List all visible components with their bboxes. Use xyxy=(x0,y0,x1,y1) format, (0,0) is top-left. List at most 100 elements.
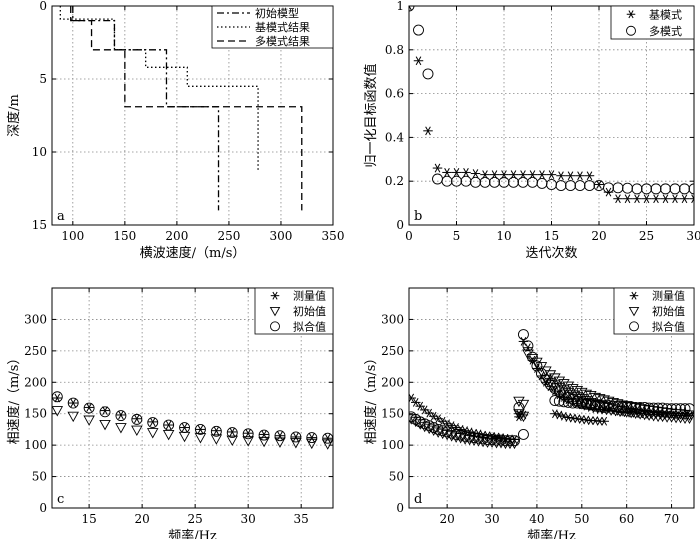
data-point-asterisk xyxy=(195,425,206,434)
data-point-circle xyxy=(549,395,561,406)
data-point-asterisk xyxy=(413,56,424,66)
data-point-asterisk-stroke xyxy=(197,425,204,434)
data-point-asterisk xyxy=(622,194,633,204)
data-point-asterisk xyxy=(584,171,595,181)
series-line-2 xyxy=(70,6,303,211)
data-point-asterisk xyxy=(410,398,421,407)
data-point-triangle xyxy=(409,414,418,425)
data-point-circle xyxy=(517,176,529,188)
data-point-triangle xyxy=(99,419,111,431)
y-tick-label: 5 xyxy=(39,72,47,86)
x-tick-label: 300 xyxy=(270,229,293,243)
plot-frame xyxy=(51,5,334,226)
legend-label: 拟合值 xyxy=(652,319,685,333)
data-point-asterisk-stroke xyxy=(489,431,495,441)
data-point-triangle xyxy=(589,392,602,404)
data-point-asterisk-stroke xyxy=(480,430,486,440)
y-axis-label: 深度/m xyxy=(6,94,22,137)
data-point-circle xyxy=(446,427,458,439)
y-tick-label: 150 xyxy=(24,407,47,421)
data-point-triangle xyxy=(567,384,579,395)
data-point-asterisk xyxy=(559,411,569,421)
data-point-asterisk-stroke xyxy=(615,194,621,204)
data-point-triangle xyxy=(647,411,660,422)
data-point-asterisk xyxy=(442,168,452,177)
data-point-asterisk-stroke xyxy=(605,187,612,197)
data-point-asterisk xyxy=(409,393,416,403)
data-point-circle xyxy=(274,430,286,442)
data-point-circle xyxy=(482,434,493,445)
data-point-asterisk xyxy=(689,194,694,204)
data-point-triangle xyxy=(52,406,64,417)
data-point-circle xyxy=(666,403,678,415)
data-point-triangle xyxy=(549,380,561,391)
x-tick-label: 60 xyxy=(619,512,634,526)
data-point-circle xyxy=(210,425,222,437)
x-tick-label: 250 xyxy=(217,229,240,243)
data-point-triangle xyxy=(585,391,597,402)
data-point-circle xyxy=(553,395,565,407)
data-point-circle xyxy=(517,329,529,340)
data-point-circle xyxy=(242,428,254,440)
legend-label: 初始值 xyxy=(652,304,685,318)
data-point-triangle xyxy=(226,435,239,447)
data-point-triangle xyxy=(629,402,642,414)
data-point-circle xyxy=(660,183,671,195)
data-point-circle xyxy=(562,396,574,408)
data-point-asterisk-stroke xyxy=(520,337,527,346)
x-tick-label: 20 xyxy=(440,512,455,526)
data-point-triangle xyxy=(178,431,191,443)
data-point-circle xyxy=(603,182,614,194)
panel-letter: d xyxy=(414,492,422,507)
data-point-triangle xyxy=(115,423,127,434)
data-point-asterisk xyxy=(227,427,238,437)
data-point-asterisk-stroke xyxy=(662,194,669,204)
data-point-asterisk-stroke xyxy=(577,171,583,181)
data-point-asterisk-stroke xyxy=(614,407,621,417)
data-point-asterisk-stroke xyxy=(430,411,437,421)
y-tick-label: 150 xyxy=(381,407,404,421)
series-line-0 xyxy=(72,6,220,211)
x-tick-label: 30 xyxy=(241,512,256,526)
panel-letter: b xyxy=(414,209,422,224)
x-tick-label: 25 xyxy=(639,229,654,243)
data-point-triangle xyxy=(517,411,530,423)
data-point-asterisk-stroke xyxy=(415,56,422,66)
panel-letter: c xyxy=(57,492,64,507)
data-point-asterisk xyxy=(116,410,126,420)
panel-letter: a xyxy=(57,209,65,224)
x-tick-label: 35 xyxy=(294,512,309,526)
data-point-circle xyxy=(226,427,238,439)
data-point-circle xyxy=(413,24,424,36)
data-point-asterisk xyxy=(550,409,560,419)
data-point-triangle xyxy=(526,353,539,365)
legend-swatch-triangle xyxy=(628,306,640,317)
data-point-circle xyxy=(679,403,691,415)
legend-label: 初始值 xyxy=(293,304,326,318)
data-point-circle xyxy=(513,401,525,413)
y-tick-label: 200 xyxy=(24,375,47,389)
x-tick-label: 20 xyxy=(134,512,149,526)
data-point-asterisk xyxy=(415,401,425,411)
data-point-asterisk-stroke xyxy=(623,408,630,417)
data-point-triangle xyxy=(274,437,286,448)
data-point-asterisk xyxy=(565,171,576,181)
data-point-circle xyxy=(648,402,660,414)
legend-label: 多模式结果 xyxy=(255,34,310,48)
data-point-circle xyxy=(571,397,583,409)
x-tick-label: 20 xyxy=(591,229,606,243)
x-tick-label: 150 xyxy=(113,229,136,243)
data-point-circle xyxy=(163,419,175,431)
data-point-triangle xyxy=(558,379,570,390)
legend-label: 多模式 xyxy=(649,24,682,38)
data-point-asterisk xyxy=(613,194,623,204)
data-point-asterisk xyxy=(554,410,565,420)
data-point-asterisk-stroke xyxy=(552,409,558,419)
data-point-circle xyxy=(441,175,453,187)
data-point-asterisk xyxy=(68,398,78,408)
data-point-circle xyxy=(675,403,686,415)
data-point-triangle xyxy=(562,381,575,392)
data-point-circle xyxy=(450,429,462,440)
y-tick-label: 15 xyxy=(32,218,47,232)
y-tick-label: 10 xyxy=(32,145,47,159)
